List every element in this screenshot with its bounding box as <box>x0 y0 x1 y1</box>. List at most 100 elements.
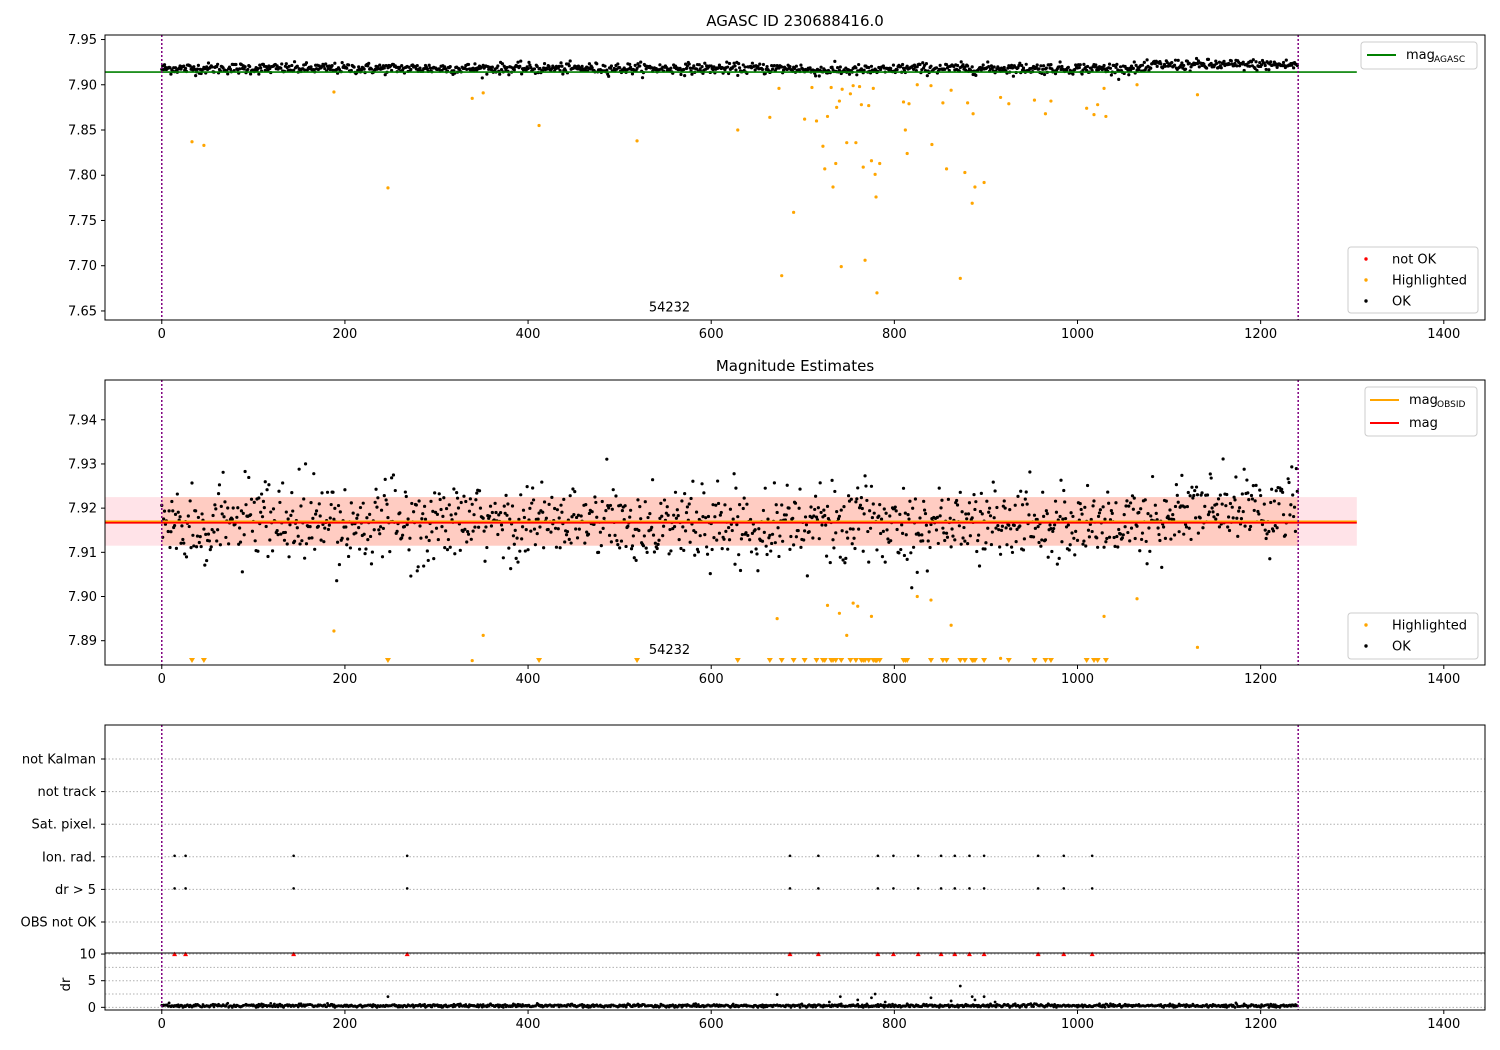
ok-point <box>257 496 261 500</box>
ok-point <box>1116 545 1120 549</box>
ok-point <box>837 514 842 518</box>
ok-point <box>753 68 757 72</box>
ok-point <box>807 530 811 534</box>
ok-point <box>713 515 717 519</box>
ok-point <box>891 63 896 67</box>
ok-point <box>1219 66 1223 70</box>
highlighted-point <box>854 141 858 145</box>
flag-row-label: not track <box>37 785 96 800</box>
ok-point <box>804 523 809 527</box>
ok-point <box>1057 65 1061 69</box>
ok-point <box>1277 502 1281 506</box>
ok-point <box>243 65 247 69</box>
highlighted-points <box>190 83 1200 295</box>
ok-point <box>835 509 839 514</box>
ok-point <box>1210 506 1214 510</box>
ok-point <box>279 532 283 536</box>
ok-point <box>1010 66 1015 70</box>
highlighted-point <box>929 598 933 602</box>
ok-point <box>279 66 283 70</box>
highlighted-point <box>332 629 336 633</box>
ok-point <box>756 569 760 573</box>
dr-axis-label: dr <box>59 977 74 991</box>
highlighted-point <box>903 128 907 132</box>
highlighted-point <box>1102 86 1106 90</box>
ok-point <box>681 525 685 529</box>
ok-point <box>904 533 908 537</box>
ok-point <box>559 61 563 65</box>
ok-point <box>309 65 313 69</box>
ok-point <box>987 506 992 510</box>
ok-point <box>480 76 484 80</box>
ok-point <box>1145 562 1149 566</box>
ok-point <box>630 72 635 76</box>
dr-point <box>694 1002 698 1006</box>
ok-point <box>1009 63 1014 67</box>
highlighted-point <box>840 87 844 91</box>
ok-point <box>377 528 381 532</box>
ok-point <box>774 503 778 507</box>
ok-point <box>598 530 603 534</box>
legend-marker <box>1364 299 1368 303</box>
ok-point <box>700 482 704 486</box>
ok-point <box>1068 543 1072 547</box>
ok-point <box>820 523 824 527</box>
ok-point <box>918 62 922 67</box>
ok-point <box>1237 506 1242 510</box>
ok-point <box>934 528 939 532</box>
dr-axes-frame <box>104 952 1486 1011</box>
ok-point <box>383 477 387 481</box>
ok-point <box>676 514 680 518</box>
highlighted-point <box>777 86 781 90</box>
ok-point <box>1253 499 1257 503</box>
y-tick-label: 7.65 <box>68 304 97 319</box>
ok-point <box>356 513 360 517</box>
ok-point <box>263 480 267 484</box>
highlighted-point <box>823 167 827 171</box>
ok-point <box>248 64 252 69</box>
flag-point <box>173 854 176 858</box>
ok-point <box>1155 64 1159 68</box>
ok-point <box>330 64 334 68</box>
ok-point <box>1083 505 1087 509</box>
ok-point <box>284 510 288 514</box>
ok-point <box>361 501 365 505</box>
ok-point <box>567 64 571 68</box>
highlighted-point <box>869 159 874 163</box>
ok-point <box>665 505 669 509</box>
ok-point <box>427 538 431 543</box>
y-tick-label: 10 <box>79 948 96 963</box>
ok-point <box>374 487 378 491</box>
ok-point <box>716 501 721 506</box>
highlighted-point <box>470 658 474 663</box>
ok-point <box>1019 489 1023 493</box>
ok-point <box>1027 513 1031 517</box>
x-tick-label: 600 <box>699 672 724 687</box>
ok-point <box>593 495 597 499</box>
highlighted-point <box>332 90 336 94</box>
ok-point <box>1260 522 1265 527</box>
ok-point <box>380 555 385 559</box>
ok-point <box>1138 549 1142 553</box>
ok-point <box>1217 60 1222 64</box>
ok-point <box>493 501 497 505</box>
ok-point <box>1052 526 1056 531</box>
ok-point <box>352 65 356 69</box>
ok-point <box>519 59 523 63</box>
ok-point <box>303 556 307 560</box>
ok-point <box>428 66 432 70</box>
ok-point <box>978 509 983 514</box>
ok-point <box>680 499 684 503</box>
ok-point <box>488 504 493 508</box>
ok-point <box>744 531 748 535</box>
x-tick-label: 1000 <box>1061 672 1094 687</box>
ok-point <box>288 523 292 527</box>
highlighted-point <box>1049 99 1053 103</box>
flag-point <box>916 887 920 890</box>
ok-point <box>741 506 745 511</box>
ok-point <box>558 546 562 550</box>
ok-point <box>780 65 784 69</box>
ok-point <box>362 532 366 536</box>
ok-point <box>446 537 450 542</box>
ok-point <box>1189 537 1193 542</box>
